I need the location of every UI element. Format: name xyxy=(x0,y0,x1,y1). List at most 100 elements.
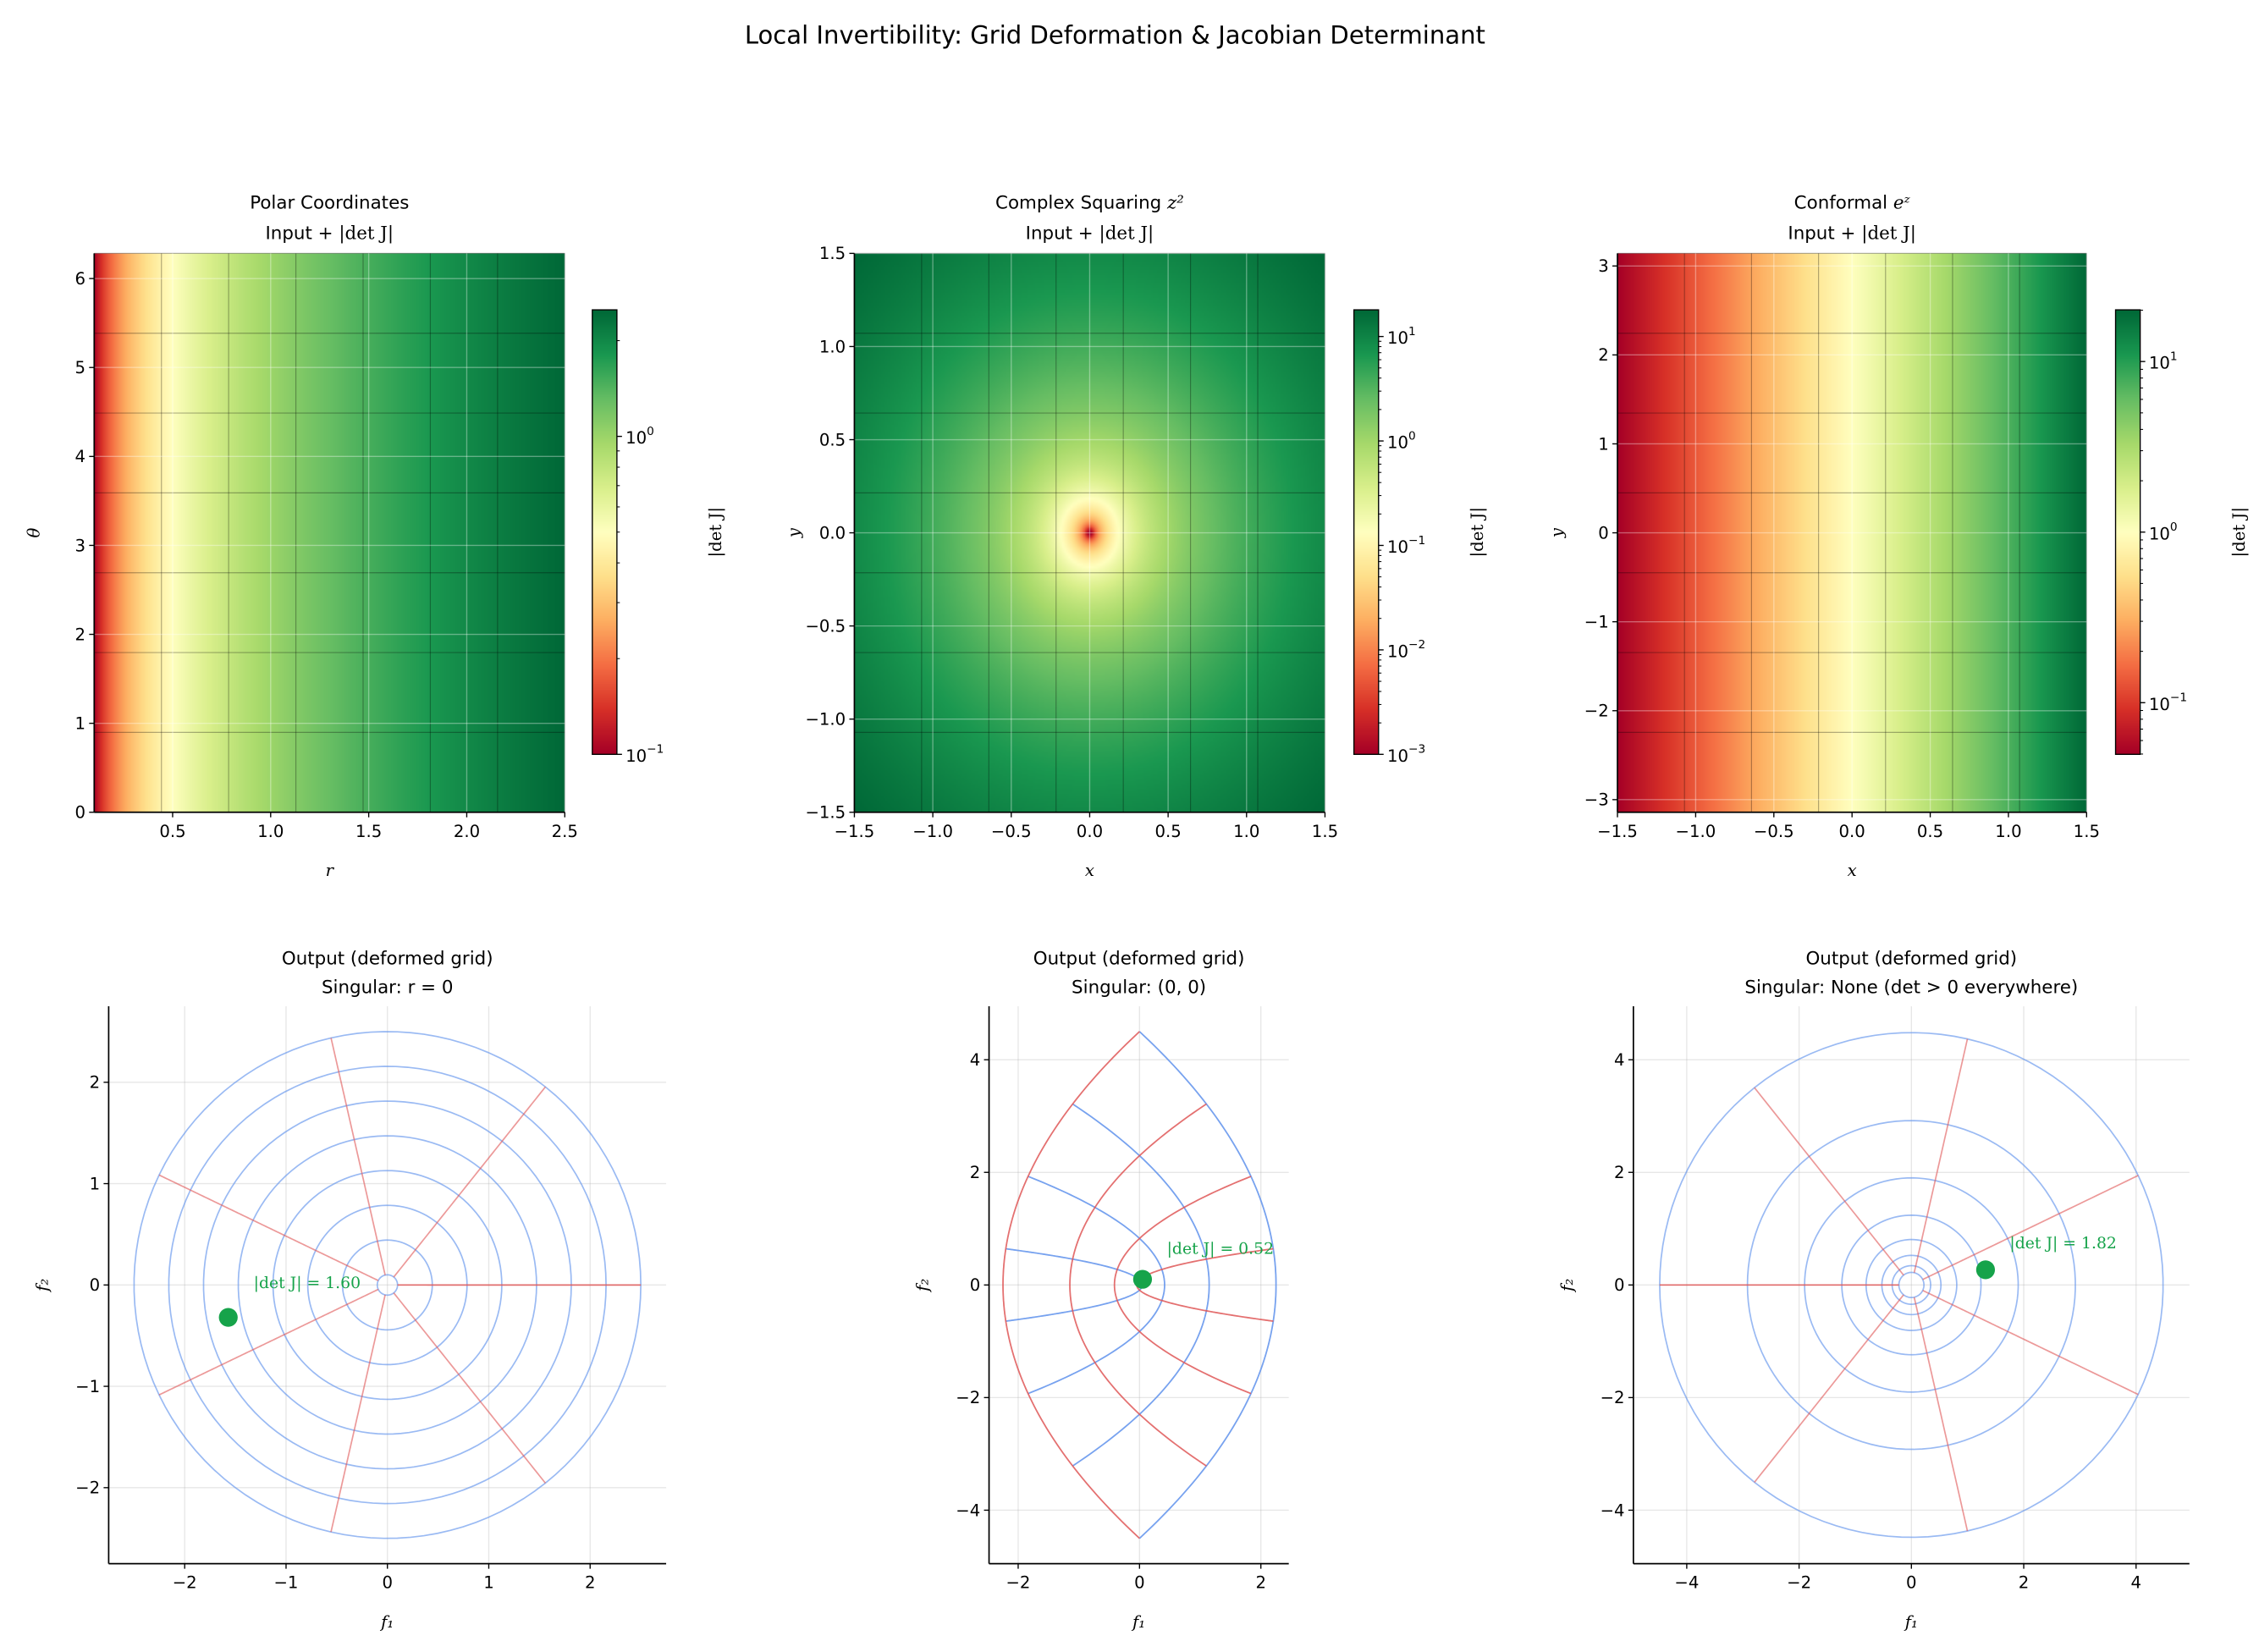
colorbar-tick-label: 101 xyxy=(2149,350,2178,372)
deformed-grid xyxy=(133,1031,642,1539)
x-tick-label: −1.5 xyxy=(835,822,875,841)
colorbar-tick-exponent: −2 xyxy=(1408,638,1425,652)
y-tick-label: 4 xyxy=(970,1050,981,1070)
grid-line-constant-second xyxy=(330,1038,386,1275)
det-heatmap xyxy=(1617,253,2087,812)
x-tick-label: 4 xyxy=(2130,1573,2141,1593)
grid-line-constant-second xyxy=(1069,1103,1207,1467)
y-tick-label: −2 xyxy=(1584,702,1609,721)
plots: Polar Coordinates Input + |det J| 0.5 1.0 1.… xyxy=(24,192,2250,1632)
grid-line-constant-first xyxy=(1898,1271,1925,1299)
colorbar-tick-base: 10 xyxy=(2149,695,2170,714)
panel-title-math: z² xyxy=(1166,192,1184,213)
grid-line-constant-second xyxy=(158,1174,379,1281)
grid-line-constant-second xyxy=(1754,1087,1904,1276)
output-panel-squaring: Output (deformed grid) Singular: (0, 0) −2… xyxy=(913,948,1289,1632)
colorbar-tick-base: 10 xyxy=(1387,433,1408,453)
det-heatmap xyxy=(854,253,1325,812)
grid-line-constant-first xyxy=(272,1170,503,1401)
y-tick-label: −0.5 xyxy=(805,616,846,636)
x-tick-label: −1.0 xyxy=(912,822,953,841)
grid-line-constant-second xyxy=(393,1086,547,1278)
colorbar-tick-label: 100 xyxy=(1387,429,1416,452)
panel-title-text: Output (deformed grid) xyxy=(1805,948,2017,969)
y-tick-label: 0 xyxy=(1614,1275,1625,1295)
grid-line-constant-first xyxy=(1746,1120,2076,1451)
y-tick-label: −4 xyxy=(1601,1501,1625,1520)
colorbar-label: |det J| xyxy=(1468,507,1488,558)
y-tick-label: 1 xyxy=(75,713,86,733)
grid-line-constant-second xyxy=(330,1294,386,1533)
grid-line-constant-first xyxy=(237,1135,537,1435)
x-tick-label: 0.0 xyxy=(1077,822,1103,841)
x-axis-label: r xyxy=(326,861,335,880)
y-tick-label: −2 xyxy=(956,1388,980,1407)
y-tick-label: 2 xyxy=(90,1073,101,1093)
panel-title-text: Output (deformed grid) xyxy=(282,948,493,969)
colorbar-gradient xyxy=(592,310,617,755)
grid-line-constant-first xyxy=(1072,1103,1210,1467)
y-tick-label: 0 xyxy=(75,803,86,823)
grid-line-constant-first xyxy=(1804,1176,2019,1393)
colorbar-tick-label: 10−1 xyxy=(625,743,664,766)
input-panel-squaring: Complex Squaring z² Input + |det J| −1.5 −1… xyxy=(784,192,1487,880)
y-tick-label: 1 xyxy=(1598,434,1609,454)
panel-title: Output (deformed grid) xyxy=(282,948,493,969)
y-axis-label: y xyxy=(784,527,803,538)
y-tick-label: 2 xyxy=(970,1163,981,1182)
y-tick-label: −3 xyxy=(1584,790,1609,810)
panel-subtitle-math: |det J| xyxy=(1099,223,1154,244)
colorbar-tick-label: 100 xyxy=(2149,520,2178,543)
colorbar-tick-exponent: 1 xyxy=(1408,325,1416,339)
colorbar-gradient xyxy=(1353,310,1379,755)
colorbar-tick-base: 10 xyxy=(1387,746,1408,766)
grid-line-constant-first xyxy=(1891,1264,1931,1305)
panel-subtitle: Input + |det J| xyxy=(266,223,394,244)
input-panel-exp: Conformal eᶻ Input + |det J| −1.5 −1.0 −0.5 0… xyxy=(1547,192,2250,880)
grid-line-constant-second xyxy=(158,1288,379,1396)
colorbar-tick-exponent: −1 xyxy=(1408,534,1425,548)
grid-line-constant-second xyxy=(1913,1038,1969,1274)
x-tick-label: −0.5 xyxy=(991,822,1032,841)
panel-title: Output (deformed grid) xyxy=(1805,948,2017,969)
colorbar-tick-label: 10−1 xyxy=(1387,534,1425,557)
colorbar-tick-exponent: 1 xyxy=(2170,350,2178,363)
x-axis-label: x xyxy=(1848,861,1857,880)
grid-line-constant-second xyxy=(1913,1297,1969,1532)
x-tick-label: −1.5 xyxy=(1597,822,1638,841)
y-axis-label: θ xyxy=(24,527,43,537)
det-heatmap xyxy=(94,253,565,812)
y-tick-label: −4 xyxy=(956,1501,980,1520)
panel-subtitle-text: Input + xyxy=(266,223,339,244)
x-tick-label: −0.5 xyxy=(1754,822,1794,841)
x-tick-label: 0 xyxy=(1906,1573,1917,1593)
y-axis-label: y xyxy=(1547,527,1567,538)
panel-title-text: Complex Squaring xyxy=(995,192,1167,213)
panel-title: Polar Coordinates xyxy=(250,192,409,213)
grid-line-constant-second xyxy=(1922,1289,2139,1396)
panel-subtitle-math: |det J| xyxy=(339,223,394,244)
x-tick-label: 0 xyxy=(382,1573,393,1593)
x-tick-label: 0.0 xyxy=(1839,822,1865,841)
colorbar-tick-exponent: −3 xyxy=(1408,743,1425,757)
x-tick-label: −1.0 xyxy=(1676,822,1716,841)
x-tick-label: 1.0 xyxy=(1233,822,1259,841)
output-panel-polar: Output (deformed grid) Singular: r = 0 −2 −… xyxy=(33,948,667,1632)
grid-line-constant-first xyxy=(133,1031,642,1539)
panel-title-text: Conformal xyxy=(1794,192,1893,213)
sample-point-marker xyxy=(218,1308,238,1327)
colorbar-tick-base: 10 xyxy=(1387,328,1408,348)
y-tick-label: 6 xyxy=(75,269,86,289)
y-tick-label: −2 xyxy=(75,1479,100,1498)
x-tick-label: 0.5 xyxy=(1154,822,1181,841)
deformed-grid xyxy=(1659,1032,2164,1539)
y-tick-label: −1 xyxy=(1584,613,1609,632)
grid-line-constant-first xyxy=(306,1204,468,1366)
grid-line-constant-first xyxy=(1865,1238,1958,1331)
panel-subtitle-text: Singular: (0, 0) xyxy=(1072,977,1206,999)
grid-line-constant-first xyxy=(1881,1254,1942,1316)
panel-subtitle: Input + |det J| xyxy=(1788,223,1916,244)
panel-subtitle-text: Input + xyxy=(1026,223,1099,244)
x-tick-label: 1.5 xyxy=(2074,822,2100,841)
